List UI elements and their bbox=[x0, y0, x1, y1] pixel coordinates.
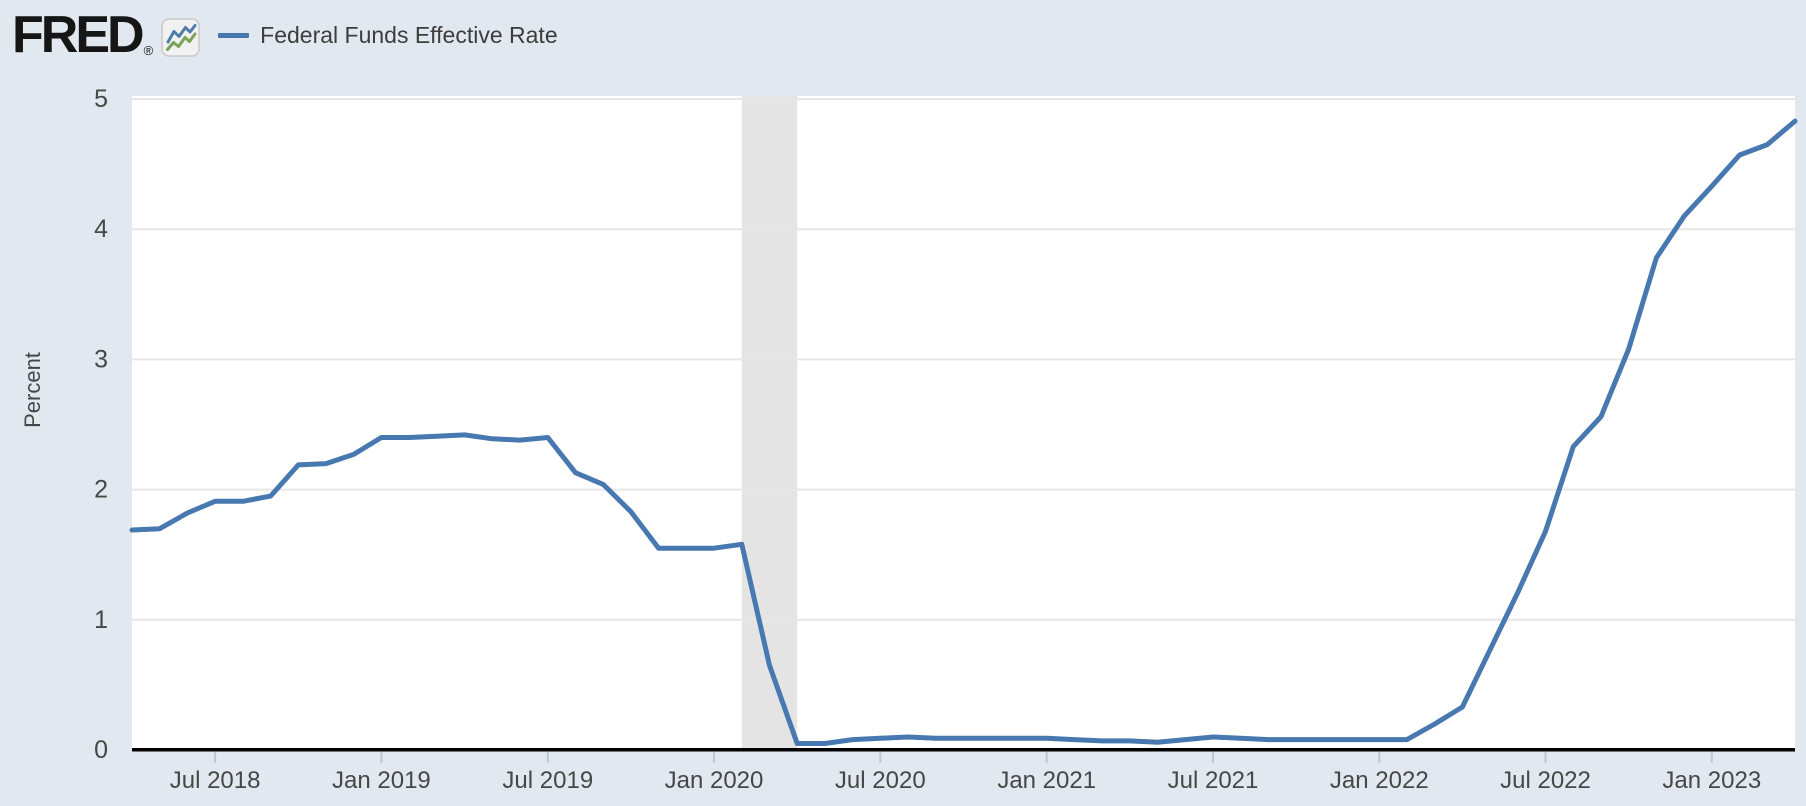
y-tick-label: 1 bbox=[94, 606, 108, 634]
x-tick-label: Jan 2019 bbox=[332, 767, 431, 794]
x-tick-label: Jan 2023 bbox=[1662, 767, 1761, 794]
y-tick-label: 2 bbox=[94, 476, 108, 504]
legend-series-label: Federal Funds Effective Rate bbox=[260, 21, 558, 48]
legend: Federal Funds Effective Rate bbox=[218, 21, 558, 49]
registered-trademark-icon: ® bbox=[143, 43, 154, 58]
y-tick-label: 0 bbox=[94, 736, 108, 764]
plot-area bbox=[132, 96, 1795, 750]
y-tick-label: 4 bbox=[94, 215, 108, 243]
recession-band bbox=[741, 96, 798, 750]
x-tick-label: Jul 2020 bbox=[835, 767, 926, 794]
x-axis bbox=[132, 748, 1795, 752]
x-tick-label: Jan 2020 bbox=[665, 767, 764, 794]
x-tick-label: Jul 2018 bbox=[170, 767, 261, 794]
y-axis-title: Percent bbox=[20, 352, 45, 428]
data-line[interactable] bbox=[129, 118, 1798, 746]
x-tick-label: Jan 2022 bbox=[1330, 767, 1429, 794]
x-tick-label: Jul 2021 bbox=[1168, 767, 1259, 794]
chart-header: FRED ® Federal Funds Effective Rate bbox=[0, 0, 558, 70]
legend-line-swatch bbox=[218, 32, 250, 38]
fred-logo[interactable]: FRED ® bbox=[12, 6, 200, 64]
x-tick-label: Jul 2019 bbox=[502, 767, 593, 794]
x-tick-label: Jan 2021 bbox=[997, 767, 1096, 794]
y-tick-label: 3 bbox=[94, 345, 108, 373]
fred-logo-text: FRED bbox=[12, 6, 145, 64]
x-tick-label: Jul 2022 bbox=[1500, 767, 1591, 794]
fred-sparkline-icon bbox=[161, 18, 200, 57]
y-tick-label: 5 bbox=[94, 85, 108, 113]
